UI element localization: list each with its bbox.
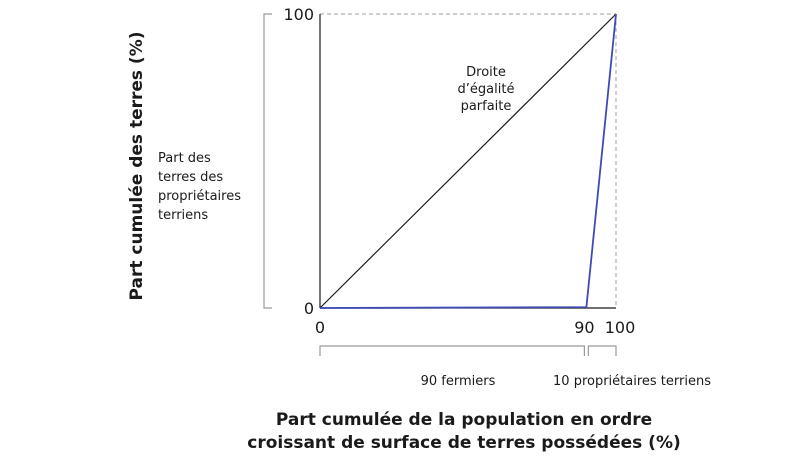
farmers-bracket-label: 90 fermiers: [421, 374, 496, 389]
y-axis-title: Part cumulée des terres (%): [127, 31, 147, 300]
equality-line: [319, 13, 617, 309]
x-tick-label-100: 100: [605, 318, 636, 337]
lorenz-line: [319, 13, 617, 309]
landowners-share-bracket: [263, 13, 272, 309]
x-axis-title: Part cumulée de la population en ordre cr…: [247, 410, 681, 453]
equality-line-label: Droite d’égalité parfaite: [458, 65, 515, 114]
series-layer: [319, 13, 617, 309]
landowners-share-label: Part des terres des propriétaires terriens: [158, 151, 241, 223]
landowners-bracket: [587, 345, 617, 356]
y-tick-label-100: 100: [283, 5, 314, 24]
x-tick-label-90: 90: [574, 318, 594, 337]
y-tick-label-0: 0: [304, 299, 314, 318]
landowners-bracket-label: 10 propriétaires terriens: [553, 374, 711, 389]
x-tick-label-0: 0: [315, 318, 325, 337]
farmers-bracket: [319, 345, 585, 356]
tick-labels: 0 90 100 0 100: [283, 5, 635, 337]
